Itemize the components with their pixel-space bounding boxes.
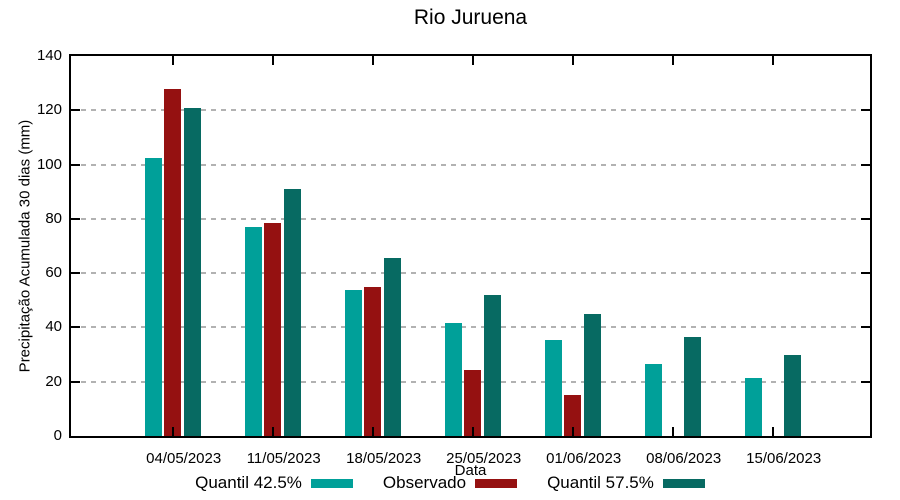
x-tick-mark [671, 427, 674, 436]
gridline [71, 326, 870, 329]
gridline [71, 217, 870, 220]
legend-label: Quantil 42.5% [195, 473, 302, 492]
x-tick-mark [671, 56, 674, 65]
bar [383, 258, 401, 436]
bar [264, 222, 282, 436]
bar [564, 395, 582, 436]
x-tick-label: 25/05/2023 [446, 450, 522, 467]
bar [683, 337, 701, 436]
y-tick-mark [861, 326, 870, 329]
x-tick-mark [171, 56, 174, 65]
x-tick-mark [571, 427, 574, 436]
bar [244, 227, 262, 436]
y-tick-mark [71, 109, 80, 112]
x-tick-label: 04/05/2023 [146, 450, 222, 467]
gridline [71, 272, 870, 275]
bar [283, 189, 301, 436]
x-tick-mark [371, 56, 374, 65]
x-tick-mark [271, 427, 274, 436]
x-tick-label: 11/05/2023 [246, 450, 321, 467]
gridline [71, 109, 870, 112]
y-tick-mark [861, 272, 870, 275]
bar [144, 157, 162, 436]
bar [444, 323, 462, 436]
bar [783, 355, 801, 436]
x-tick-label: 01/06/2023 [546, 450, 622, 467]
bar [544, 339, 562, 436]
legend-entry: Quantil 57.5% [547, 473, 705, 493]
legend-label: Observado [382, 473, 467, 492]
x-tick-label: 08/06/2023 [646, 450, 722, 467]
y-tick-label: 140 [36, 47, 62, 64]
y-tick-label: 0 [53, 427, 62, 444]
y-tick-mark [861, 217, 870, 220]
y-tick-mark [71, 272, 80, 275]
x-tick-mark [471, 427, 474, 436]
legend-swatch [662, 478, 705, 488]
y-tick-label: 20 [45, 372, 62, 390]
legend-swatch [310, 478, 353, 488]
y-tick-mark [861, 163, 870, 166]
legend-swatch [475, 478, 518, 488]
x-tick-label: 15/06/2023 [746, 450, 822, 467]
plot-area [69, 54, 872, 438]
legend: Quantil 42.5% Observado Quantil 57.5% [0, 473, 900, 493]
y-tick-label: 40 [45, 318, 62, 336]
x-tick-mark [171, 427, 174, 436]
x-tick-mark [571, 56, 574, 65]
legend-entry: Quantil 42.5% [195, 473, 353, 493]
x-tick-mark [271, 56, 274, 65]
bar [164, 88, 182, 436]
bar [183, 107, 201, 436]
y-tick-label: 60 [45, 264, 62, 282]
bar [464, 369, 482, 436]
y-tick-mark [71, 163, 80, 166]
y-tick-mark [861, 109, 870, 112]
bar [583, 313, 601, 436]
legend-label: Quantil 57.5% [547, 473, 654, 492]
legend-entry: Observado [382, 473, 518, 493]
y-tick-mark [71, 217, 80, 220]
y-tick-label: 80 [45, 209, 62, 227]
y-tick-mark [861, 380, 870, 383]
x-tick-mark [771, 56, 774, 65]
y-tick-label: 120 [36, 101, 62, 119]
y-tick-label: 100 [36, 155, 62, 173]
x-axis-label: Data [454, 462, 487, 479]
x-tick-mark [471, 56, 474, 65]
x-tick-mark [771, 427, 774, 436]
bar [483, 294, 501, 436]
bar [644, 364, 662, 436]
bar [344, 289, 362, 436]
x-tick-mark [371, 427, 374, 436]
chart-title: Rio Juruena [413, 6, 528, 29]
bar [364, 286, 382, 436]
bar [744, 377, 762, 436]
gridline [71, 163, 870, 166]
y-tick-mark [71, 380, 80, 383]
x-tick-label: 18/05/2023 [346, 450, 422, 467]
y-tick-mark [71, 326, 80, 329]
